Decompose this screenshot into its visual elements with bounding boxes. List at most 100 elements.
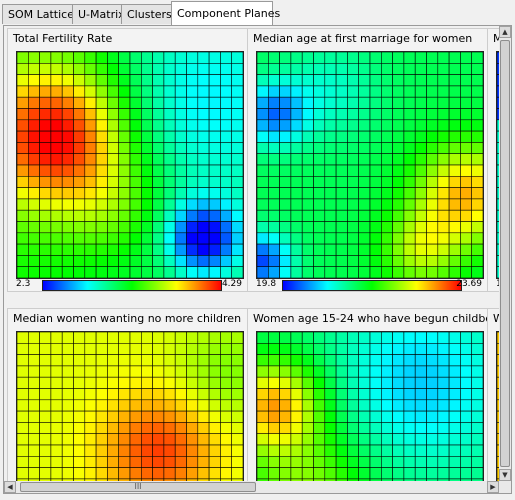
som-node xyxy=(39,343,52,355)
som-node xyxy=(335,221,348,234)
som-node xyxy=(17,365,29,378)
som-node xyxy=(231,232,243,245)
som-node xyxy=(381,153,393,166)
som-node xyxy=(392,456,405,468)
som-node xyxy=(220,332,232,344)
som-node xyxy=(107,130,120,143)
som-node xyxy=(84,164,97,177)
som-node xyxy=(471,388,483,401)
som-node xyxy=(220,266,232,278)
som-node xyxy=(290,478,303,481)
som-node xyxy=(313,365,326,378)
som-node xyxy=(301,130,314,143)
som-node xyxy=(220,130,232,143)
som-node xyxy=(403,467,416,480)
som-node xyxy=(220,422,232,435)
som-node xyxy=(460,255,472,267)
som-node xyxy=(208,176,221,188)
som-node xyxy=(73,176,86,188)
som-node xyxy=(50,142,63,155)
arrow-down-icon[interactable]: ▼ xyxy=(499,469,511,481)
som-node xyxy=(197,343,210,355)
som-node xyxy=(290,198,303,211)
som-node xyxy=(497,255,499,267)
som-node xyxy=(448,52,461,64)
som-node xyxy=(152,433,165,446)
som-node xyxy=(129,232,142,245)
som-node xyxy=(50,478,63,481)
som-node xyxy=(335,444,348,457)
tab-u-matrix[interactable]: U-Matrix xyxy=(72,4,125,24)
som-node xyxy=(324,176,337,188)
som-node xyxy=(163,119,176,132)
som-node xyxy=(208,444,221,457)
vertical-scroll-thumb[interactable] xyxy=(500,40,510,467)
som-node xyxy=(279,422,292,435)
som-node xyxy=(290,343,303,355)
som-node xyxy=(95,343,108,355)
som-node xyxy=(231,354,243,367)
som-node xyxy=(381,85,393,98)
som-node xyxy=(107,444,120,457)
som-node xyxy=(118,85,131,98)
som-node xyxy=(347,467,360,480)
som-node xyxy=(61,96,74,109)
som-node xyxy=(324,467,337,480)
som-node xyxy=(129,422,142,435)
som-node xyxy=(39,467,52,480)
tab-clusters[interactable]: Clusters xyxy=(121,4,172,24)
tab-component-planes[interactable]: Component Planes xyxy=(171,1,280,25)
vertical-scrollbar[interactable]: ▲ ▼ xyxy=(499,26,511,481)
som-node xyxy=(152,130,165,143)
som-node xyxy=(129,187,142,200)
som-node xyxy=(95,96,108,109)
som-node xyxy=(95,232,108,245)
som-node xyxy=(437,332,450,344)
som-node xyxy=(290,130,303,143)
som-node xyxy=(107,467,120,480)
arrow-left-icon[interactable]: ◀ xyxy=(4,481,16,493)
som-node xyxy=(347,478,360,481)
som-node xyxy=(279,255,292,267)
horizontal-scroll-thumb[interactable]: III xyxy=(20,482,256,492)
som-node xyxy=(84,354,97,367)
som-node xyxy=(163,187,176,200)
som-node xyxy=(301,444,314,457)
som-node xyxy=(174,209,187,222)
som-node xyxy=(301,433,314,446)
som-node xyxy=(448,399,461,412)
arrow-right-icon[interactable]: ▶ xyxy=(487,481,499,493)
som-node xyxy=(17,187,29,200)
legend-min: 1 xyxy=(496,279,499,289)
component-plane: Total Fertility Rate 2.3 4.29 xyxy=(7,28,248,292)
som-node xyxy=(174,399,187,412)
som-node xyxy=(141,52,153,64)
som-node xyxy=(290,74,303,87)
som-node xyxy=(448,232,461,245)
som-node xyxy=(358,176,371,188)
som-node xyxy=(17,52,29,64)
som-node xyxy=(369,221,382,234)
som-node xyxy=(129,376,142,389)
som-node xyxy=(197,388,210,401)
som-node xyxy=(268,243,280,256)
som-node xyxy=(107,108,120,121)
som-node xyxy=(268,85,280,98)
som-node xyxy=(313,376,326,389)
som-node xyxy=(163,164,176,177)
som-node xyxy=(174,388,187,401)
horizontal-scrollbar[interactable]: ◀ III ▶ xyxy=(4,481,499,493)
tab-som-lattice[interactable]: SOM Lattice xyxy=(2,4,74,24)
som-node xyxy=(358,456,371,468)
som-node xyxy=(61,376,74,389)
som-node xyxy=(231,119,243,132)
som-node xyxy=(174,176,187,188)
som-node xyxy=(141,354,153,367)
som-node xyxy=(403,478,416,481)
som-node xyxy=(163,456,176,468)
som-node xyxy=(84,365,97,378)
som-node xyxy=(268,63,280,75)
arrow-up-icon[interactable]: ▲ xyxy=(499,26,511,38)
som-node xyxy=(497,410,499,423)
som-node xyxy=(197,456,210,468)
